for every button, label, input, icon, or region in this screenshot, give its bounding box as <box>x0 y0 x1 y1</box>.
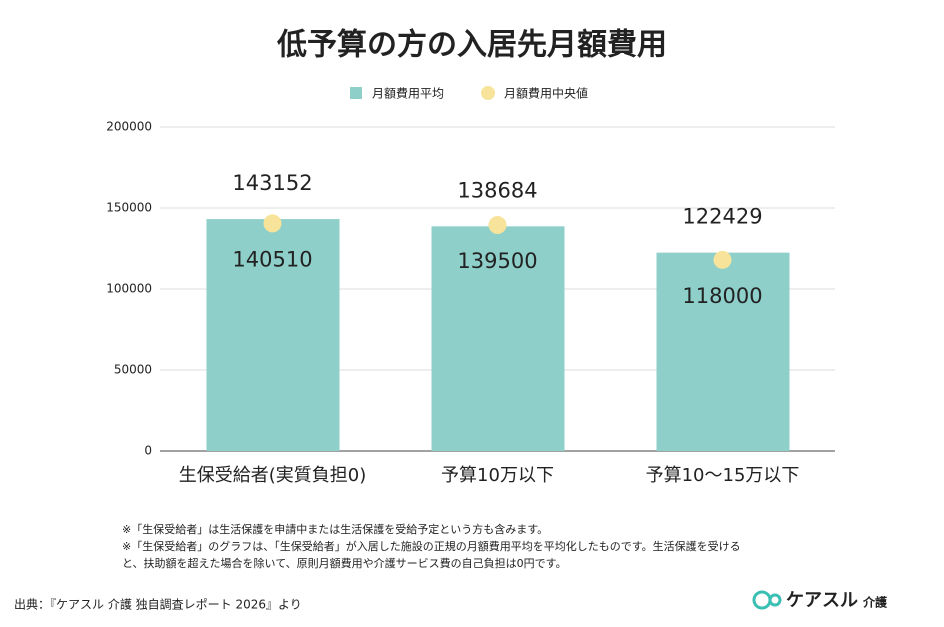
note: と、扶助額を超えた場合を除いて、原則月額費用や介護サービス費の自己負担は0円です… <box>122 556 567 570</box>
value-label: 140510 <box>232 247 312 271</box>
bar <box>206 219 340 451</box>
legend-label: 月額費用中央値 <box>504 86 588 101</box>
y-tick-label: 50000 <box>114 363 152 377</box>
y-tick-label: 150000 <box>106 201 152 215</box>
logo: ケアスル 介護 <box>752 590 888 611</box>
y-tick-label: 0 <box>144 444 152 458</box>
dot <box>713 250 732 269</box>
y-tick-label: 200000 <box>106 120 152 134</box>
value-label: 118000 <box>682 284 762 308</box>
note: ※「生保受給者」は生活保護を申請中または生活保護を受給予定という方も含みます。 <box>122 522 548 536</box>
y-tick-label: 100000 <box>106 282 152 296</box>
value-label: 122429 <box>682 205 762 229</box>
dot <box>263 214 282 233</box>
logo-sub: 介護 <box>862 595 888 610</box>
bar <box>656 252 790 451</box>
note: ※「生保受給者」のグラフは、「生保受給者」が入居した施設の正規の月額費用平均を平… <box>122 539 741 553</box>
dot <box>488 216 507 235</box>
bar <box>431 226 565 451</box>
logo-brand: ケアスル <box>786 590 858 611</box>
legend-label: 月額費用平均 <box>372 86 444 101</box>
x-tick-label: 生保受給者(実質負担0) <box>179 465 367 486</box>
source: 出典：『ケアスル 介護 独自調査レポート 2026』より <box>14 597 302 612</box>
chart-title: 低予算の方の入居先月額費用 <box>276 28 667 63</box>
logo-icon <box>768 593 782 607</box>
value-label: 139500 <box>457 249 537 273</box>
legend-swatch <box>481 86 496 100</box>
x-tick-label: 予算10万以下 <box>441 465 554 486</box>
value-label: 143152 <box>232 171 312 195</box>
x-tick-label: 予算10〜15万以下 <box>646 465 800 486</box>
value-label: 138684 <box>457 178 537 202</box>
legend-swatch <box>350 87 362 99</box>
